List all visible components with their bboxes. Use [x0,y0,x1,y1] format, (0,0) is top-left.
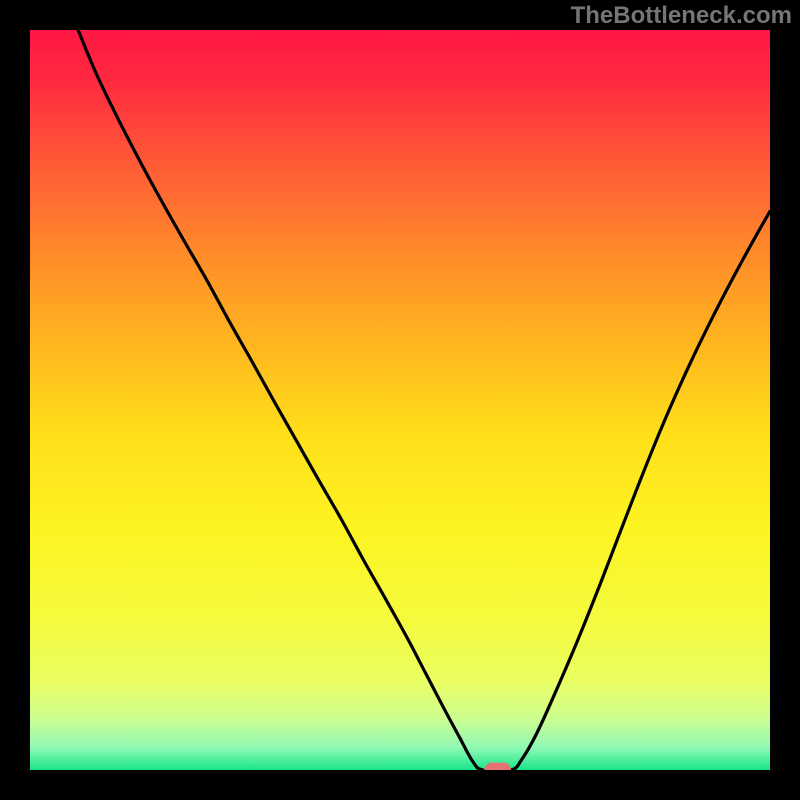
gradient-background [30,30,770,770]
frame-right [770,0,800,800]
bottleneck-chart [0,0,800,800]
frame-bottom [0,770,800,800]
watermark-label: TheBottleneck.com [571,2,792,30]
frame-left [0,0,30,800]
chart-container: TheBottleneck.com [0,0,800,800]
